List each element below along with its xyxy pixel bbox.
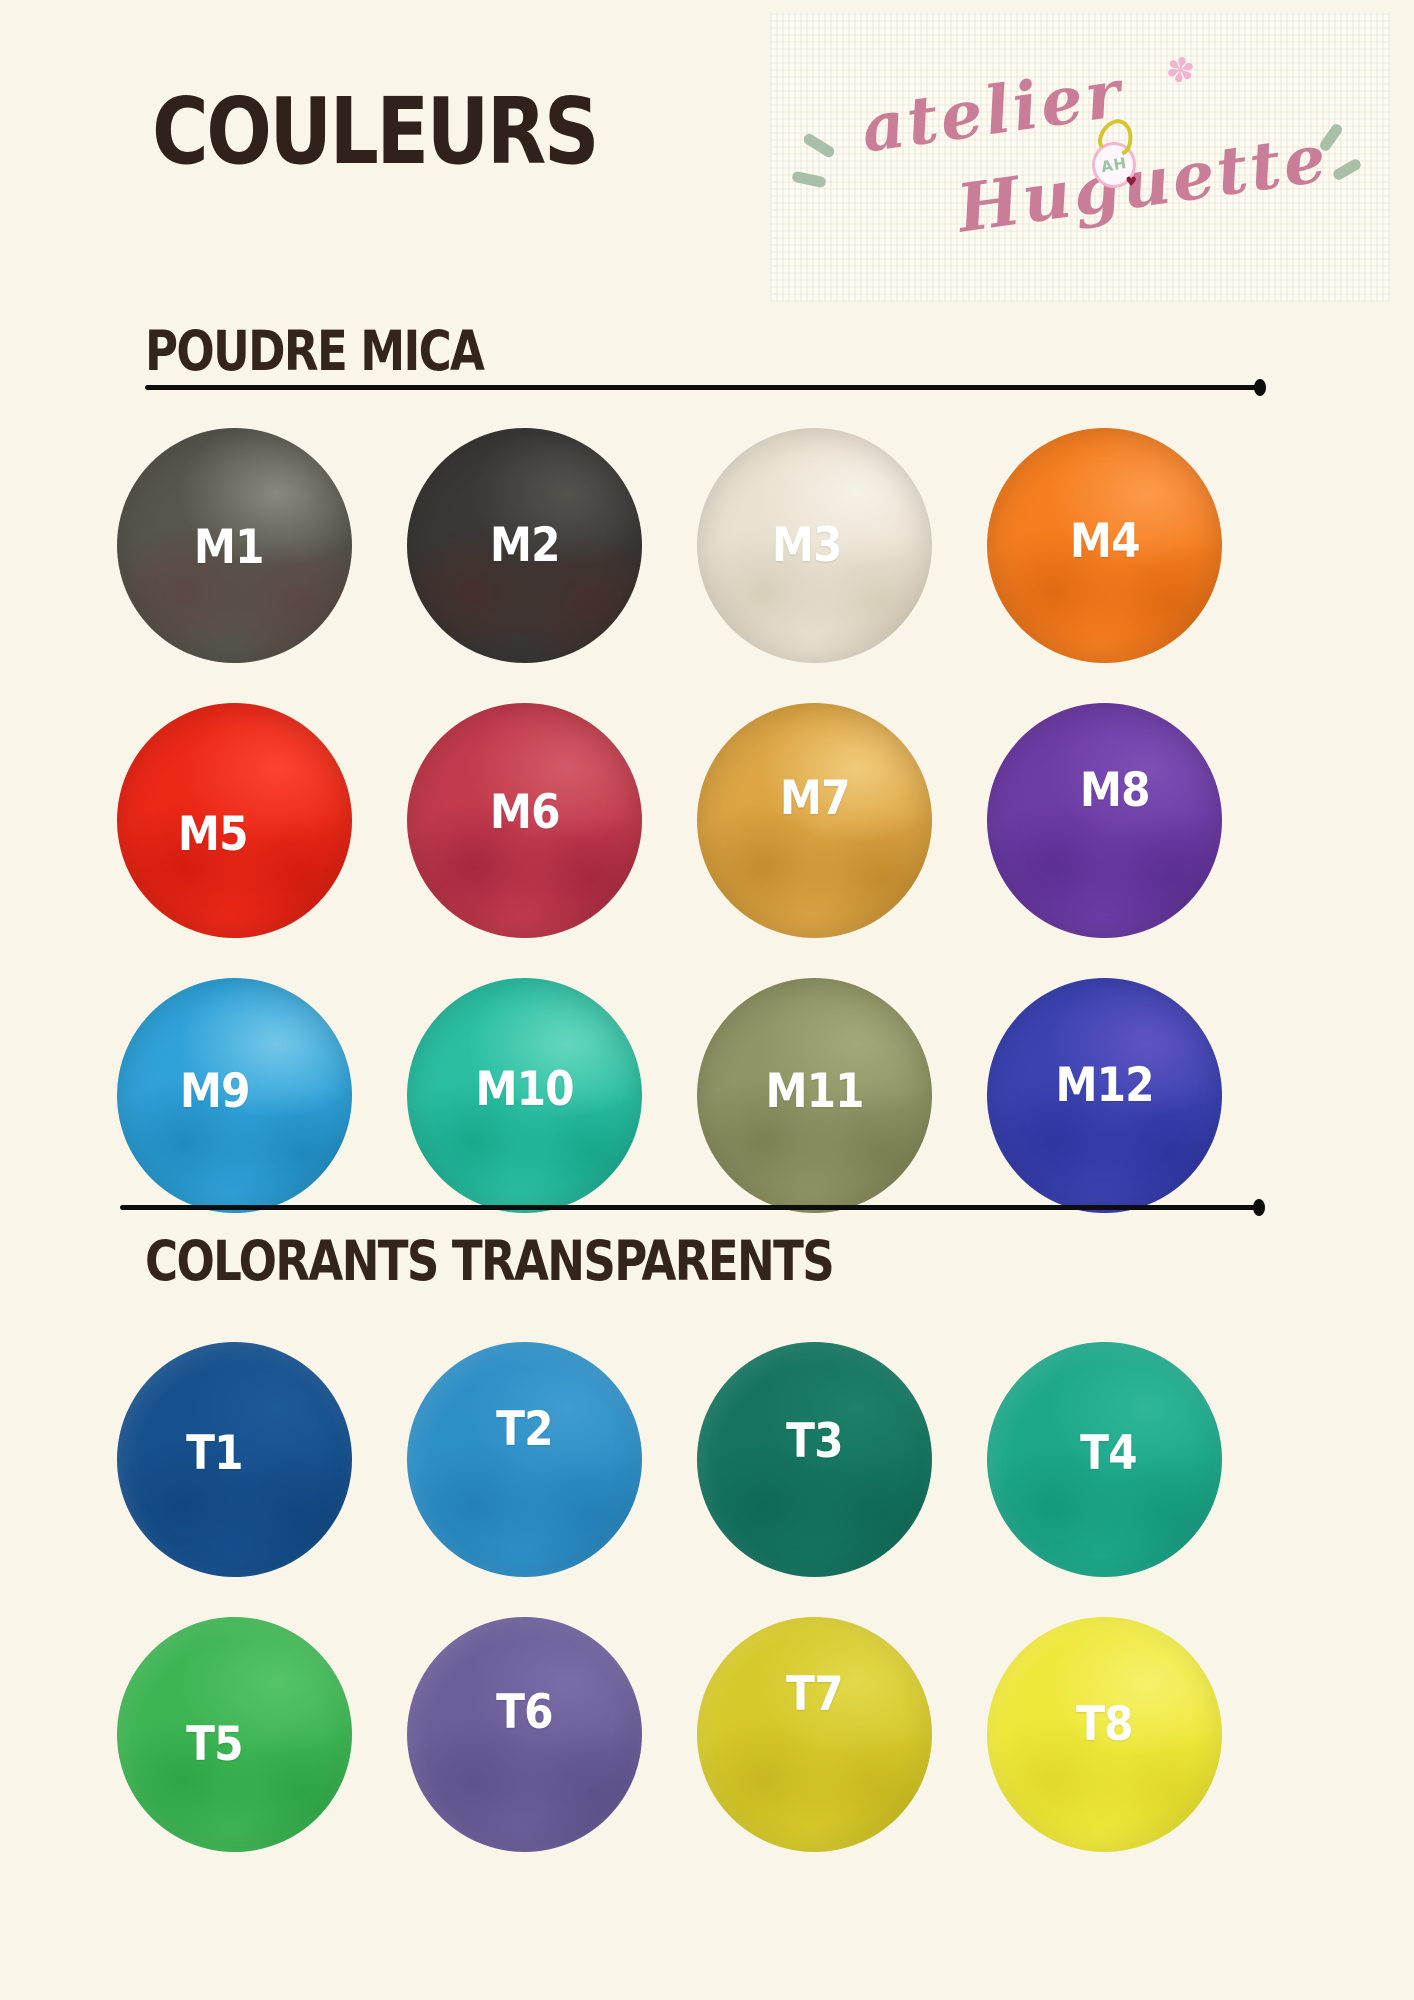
swatch-T2: T2 — [407, 1342, 642, 1577]
swatch-label: T1 — [186, 1426, 243, 1481]
swatch-label: M4 — [1069, 514, 1141, 569]
swatch-M2: M2 — [407, 428, 642, 663]
flower-icon: ✽ — [1162, 48, 1198, 94]
swatch-M3: M3 — [697, 428, 932, 663]
section-heading-poudre-mica: POUDRE MICA — [145, 319, 485, 383]
page-title: COULEURS — [152, 78, 599, 185]
swatch-label: M10 — [475, 1062, 574, 1117]
swatch-label: M12 — [1055, 1058, 1154, 1113]
leaf-icon — [801, 131, 837, 160]
swatch-label: T7 — [786, 1667, 843, 1722]
swatch-M6: M6 — [407, 703, 642, 938]
swatch-T6: T6 — [407, 1617, 642, 1852]
swatch-T3: T3 — [697, 1342, 932, 1577]
swatch-label: M3 — [771, 518, 843, 573]
swatch-label: M1 — [193, 520, 265, 575]
swatch-T4: T4 — [987, 1342, 1222, 1577]
section-heading-colorants-transparents: COLORANTS TRANSPARENTS — [145, 1229, 835, 1293]
swatch-M5: M5 — [117, 703, 352, 938]
monogram-text: AH — [1099, 153, 1129, 177]
swatch-label: T4 — [1080, 1426, 1137, 1481]
monogram-badge: AH ♥ — [1092, 114, 1139, 190]
swatch-label: M7 — [779, 771, 851, 826]
mica-swatch-grid: M1 M2 M3 M4 M5 M6 M7 M8 M9 M10 M11 M12 — [117, 428, 1297, 1213]
swatch-M7: M7 — [697, 703, 932, 938]
swatch-label: M6 — [489, 785, 561, 840]
swatch-label: M5 — [177, 807, 249, 862]
swatch-label: T3 — [786, 1414, 843, 1469]
leaf-icon — [791, 170, 827, 189]
swatch-M12: M12 — [987, 978, 1222, 1213]
swatch-M9: M9 — [117, 978, 352, 1213]
section-divider — [145, 379, 1266, 396]
section-divider — [120, 1199, 1265, 1216]
swatch-T5: T5 — [117, 1617, 352, 1852]
swatch-M10: M10 — [407, 978, 642, 1213]
swatch-T1: T1 — [117, 1342, 352, 1577]
brand-logo: ✽ atelier Huguette AH ♥ — [770, 12, 1390, 302]
swatch-label: M11 — [765, 1064, 864, 1119]
swatch-T8: T8 — [987, 1617, 1222, 1852]
swatch-M11: M11 — [697, 978, 932, 1213]
transparent-swatch-grid: T1 T2 T3 T4 T5 T6 T7 T8 — [117, 1342, 1297, 1852]
swatch-T7: T7 — [697, 1617, 932, 1852]
leaf-icon — [1331, 157, 1363, 182]
swatch-label: T8 — [1076, 1697, 1133, 1752]
swatch-M8: M8 — [987, 703, 1222, 938]
swatch-M1: M1 — [117, 428, 352, 663]
swatch-label: M9 — [179, 1064, 251, 1119]
swatch-label: M2 — [489, 518, 561, 573]
swatch-label: M8 — [1079, 763, 1151, 818]
swatch-label: T5 — [186, 1717, 243, 1772]
heart-icon: ♥ — [1125, 175, 1137, 190]
swatch-M4: M4 — [987, 428, 1222, 663]
swatch-label: T2 — [496, 1402, 553, 1457]
swatch-label: T6 — [496, 1685, 553, 1740]
